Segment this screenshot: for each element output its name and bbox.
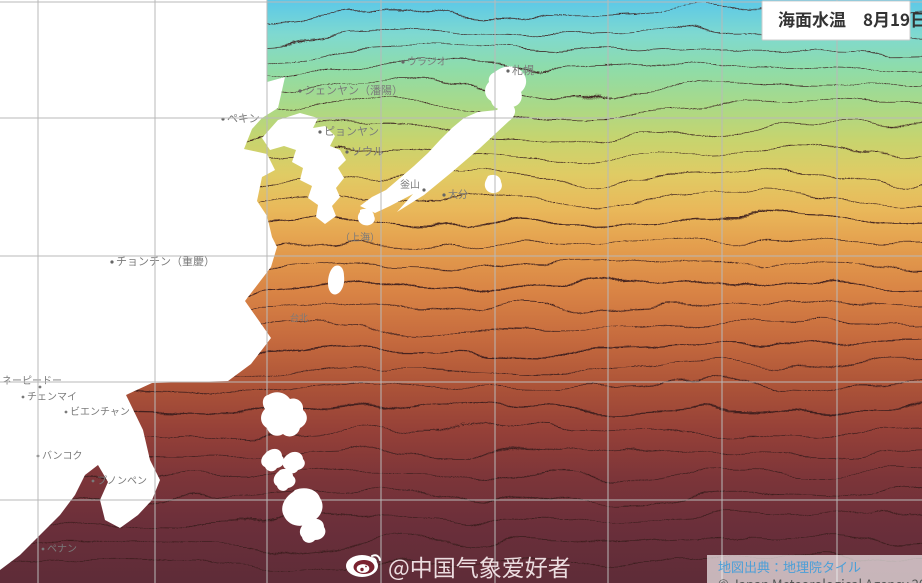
svg-text:（上海）: （上海）: [340, 229, 380, 244]
svg-text:台北: 台北: [290, 311, 308, 324]
svg-text:釡山: 釡山: [400, 176, 420, 191]
svg-text:シェンヤン（潘陽）: シェンヤン（潘陽）: [304, 82, 403, 98]
svg-text:プノンペン: プノンペン: [97, 472, 147, 487]
svg-text:バンコク: バンコク: [42, 447, 83, 462]
svg-text:ビエンチャン: ビエンチャン: [70, 403, 130, 418]
svg-text:ソウル: ソウル: [351, 143, 384, 159]
svg-text:海面水温 8月19日: 海面水温 8月19日: [778, 6, 922, 31]
svg-text:ネーピードー: ネーピードー: [2, 372, 62, 387]
svg-text:チョンチン（重慶）: チョンチン（重慶）: [116, 253, 215, 269]
svg-text:ピョンヤン: ピョンヤン: [324, 123, 379, 139]
svg-text:ペナン: ペナン: [47, 540, 77, 555]
svg-text:@中国气象爱好者: @中国气象爱好者: [388, 549, 571, 583]
svg-text:札幌: 札幌: [512, 62, 534, 78]
svg-text:チェンマイ: チェンマイ: [27, 388, 77, 403]
svg-text:大分: 大分: [448, 186, 468, 201]
svg-text:ウラジオ: ウラジオ: [407, 53, 447, 68]
svg-text:© Japan Meteorological Agency: © Japan Meteorological Agency 2019: [718, 574, 922, 583]
